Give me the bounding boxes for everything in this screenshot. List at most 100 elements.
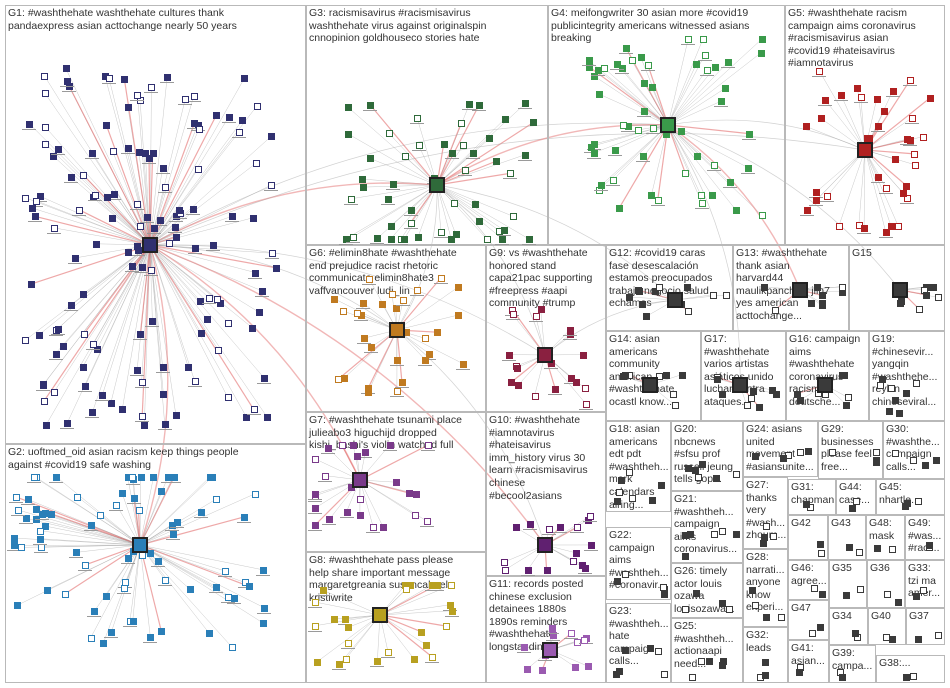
graph-node <box>914 498 922 506</box>
graph-node <box>340 308 348 316</box>
node-label-mark <box>594 189 609 191</box>
node-label-mark <box>155 173 170 175</box>
graph-node <box>448 607 456 615</box>
graph-node <box>694 152 702 160</box>
graph-node <box>138 264 146 272</box>
group-label-g7: G7: #washthehate tsunami place julieabo3… <box>309 414 462 452</box>
graph-node <box>125 145 133 153</box>
node-label-mark <box>645 133 660 135</box>
graph-node <box>595 67 603 75</box>
hub-node <box>537 347 553 363</box>
group-label-g20: G20: nbcnews #sfsu prof russell jeung te… <box>674 423 733 486</box>
graph-node <box>350 442 358 449</box>
node-label-mark <box>317 480 332 482</box>
edge <box>345 184 438 240</box>
node-label-mark <box>363 110 378 112</box>
graph-node <box>525 236 533 243</box>
graph-node <box>500 559 508 567</box>
node-label-mark <box>636 161 651 163</box>
node-label-mark <box>355 307 370 309</box>
graph-node <box>154 558 162 566</box>
graph-node <box>638 300 646 308</box>
edge <box>598 93 669 126</box>
graph-node <box>169 531 177 539</box>
node-label-mark <box>695 208 710 210</box>
graph-node <box>386 442 394 449</box>
graph-node <box>807 504 815 512</box>
node-label-mark <box>382 450 397 451</box>
node-label-mark <box>619 53 634 55</box>
edge <box>149 244 189 367</box>
graph-node <box>42 123 50 131</box>
graph-node <box>613 497 621 505</box>
edge <box>667 124 703 204</box>
graph-node <box>135 506 143 514</box>
node-label-mark <box>640 69 655 71</box>
graph-node <box>501 567 509 574</box>
graph-node <box>148 83 156 91</box>
edge <box>436 103 526 186</box>
graph-node <box>586 64 594 72</box>
node-label-mark <box>226 603 241 605</box>
graph-node <box>848 504 856 512</box>
graph-node <box>82 383 90 391</box>
node-label-mark <box>169 220 184 222</box>
graph-node <box>102 592 110 600</box>
node-label-mark <box>168 231 183 233</box>
graph-node <box>532 313 540 321</box>
graph-node <box>341 374 349 382</box>
group-label-g1: G1: #washthehate washthehate cultures th… <box>8 7 237 32</box>
inter-group-edge <box>667 124 901 291</box>
edge <box>17 544 141 606</box>
graph-node <box>421 335 429 343</box>
edge <box>149 120 243 246</box>
graph-node <box>509 311 517 319</box>
edge <box>858 149 866 225</box>
graph-node <box>134 366 142 374</box>
edge <box>139 544 249 587</box>
node-label-mark <box>605 184 620 186</box>
node-label-mark <box>202 303 217 305</box>
graph-node <box>272 264 280 272</box>
node-label-mark <box>178 104 193 106</box>
graph-node <box>73 549 81 557</box>
edge <box>149 244 253 329</box>
graph-node <box>385 129 393 137</box>
group-label-g36: G36 <box>870 562 890 574</box>
graph-node <box>362 448 370 456</box>
node-label-mark <box>308 498 322 500</box>
edge <box>149 132 240 246</box>
edge <box>42 513 141 546</box>
node-label-mark <box>35 518 50 520</box>
edge <box>78 209 151 246</box>
graph-node <box>757 49 765 57</box>
graph-node <box>312 522 319 530</box>
hub-node <box>142 237 158 253</box>
graph-node <box>190 92 198 100</box>
edge <box>149 78 245 246</box>
edge <box>618 124 669 209</box>
graph-node <box>51 224 59 232</box>
edge <box>110 244 151 403</box>
edge <box>139 544 162 631</box>
edge <box>44 92 151 246</box>
graph-node <box>863 134 871 142</box>
graph-node <box>572 549 580 557</box>
graph-node <box>837 91 845 99</box>
graph-node <box>887 222 895 230</box>
graph-node <box>336 661 344 669</box>
edge <box>436 172 510 186</box>
graph-node <box>839 283 846 291</box>
edge <box>667 52 761 126</box>
inter-group-edge <box>667 124 741 386</box>
graph-node <box>616 205 624 213</box>
edge <box>149 184 272 246</box>
graph-node <box>134 92 142 100</box>
node-label-mark <box>256 574 271 576</box>
graph-node <box>42 140 50 148</box>
graph-node <box>359 299 367 307</box>
graph-node <box>770 532 778 540</box>
graph-node <box>888 385 896 393</box>
graph-node <box>637 53 645 61</box>
node-label-mark <box>237 587 252 589</box>
